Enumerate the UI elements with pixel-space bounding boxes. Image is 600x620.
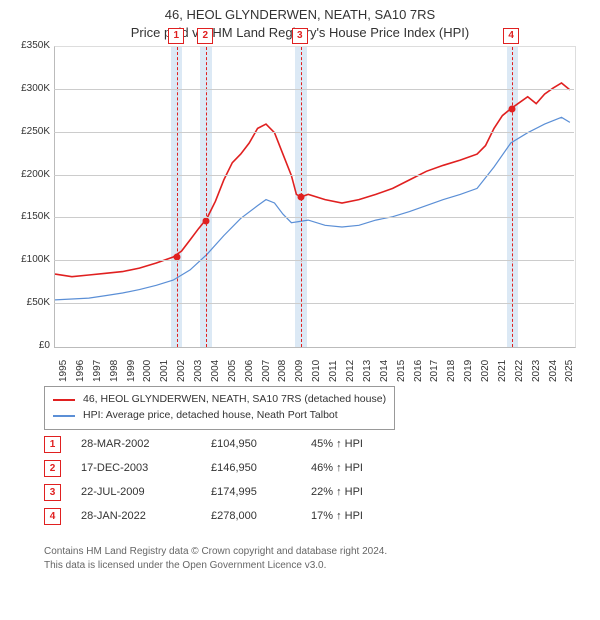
x-tick-label: 2000 <box>142 360 153 382</box>
row-price: £278,000 <box>211 510 311 522</box>
y-gridline <box>54 89 574 90</box>
row-date: 17-DEC-2003 <box>81 462 211 474</box>
x-tick-label: 2011 <box>328 360 339 382</box>
x-tick-label: 2013 <box>362 360 373 382</box>
row-price: £146,950 <box>211 462 311 474</box>
y-gridline <box>54 175 574 176</box>
row-hpi: 22% ↑ HPI <box>311 486 431 498</box>
row-price: £174,995 <box>211 486 311 498</box>
y-tick-label: £0 <box>10 340 50 351</box>
y-tick-label: £50K <box>10 297 50 308</box>
x-tick-label: 2016 <box>413 360 424 382</box>
x-tick-label: 2009 <box>294 360 305 382</box>
row-badge: 4 <box>44 508 61 525</box>
x-tick-label: 2024 <box>548 360 559 382</box>
row-hpi: 45% ↑ HPI <box>311 438 431 450</box>
table-row: 3 22-JUL-2009£174,99522% ↑ HPI <box>44 480 431 504</box>
x-tick-label: 2022 <box>514 360 525 382</box>
event-line <box>512 47 513 347</box>
row-badge: 3 <box>44 484 61 501</box>
x-tick-label: 2017 <box>429 360 440 382</box>
title-line1: 46, HEOL GLYNDERWEN, NEATH, SA10 7RS <box>0 6 600 24</box>
table-row: 1 28-MAR-2002£104,95045% ↑ HPI <box>44 432 431 456</box>
x-tick-label: 2004 <box>210 360 221 382</box>
row-badge: 1 <box>44 436 61 453</box>
x-tick-label: 1996 <box>75 360 86 382</box>
x-tick-label: 2001 <box>159 360 170 382</box>
event-line <box>177 47 178 347</box>
footer-line2: This data is licensed under the Open Gov… <box>44 559 387 573</box>
x-tick-label: 2002 <box>176 360 187 382</box>
x-tick-label: 1998 <box>109 360 120 382</box>
footer-line1: Contains HM Land Registry data © Crown c… <box>44 545 387 559</box>
event-badge: 3 <box>292 28 308 44</box>
footer: Contains HM Land Registry data © Crown c… <box>44 545 387 573</box>
x-tick-label: 2021 <box>497 360 508 382</box>
y-tick-label: £250K <box>10 126 50 137</box>
x-tick-label: 2008 <box>277 360 288 382</box>
x-tick-label: 2007 <box>261 360 272 382</box>
transaction-table: 1 28-MAR-2002£104,95045% ↑ HPI 2 17-DEC-200… <box>44 432 431 528</box>
y-gridline <box>54 217 574 218</box>
y-gridline <box>54 132 574 133</box>
y-tick-label: £100K <box>10 254 50 265</box>
row-date: 28-JAN-2022 <box>81 510 211 522</box>
series-line <box>55 83 570 277</box>
y-tick-label: £150K <box>10 211 50 222</box>
event-badge: 4 <box>503 28 519 44</box>
x-tick-label: 2014 <box>379 360 390 382</box>
legend: 46, HEOL GLYNDERWEN, NEATH, SA10 7RS (de… <box>44 386 395 430</box>
table-row: 4 28-JAN-2022£278,00017% ↑ HPI <box>44 504 431 528</box>
legend-swatch <box>53 399 75 401</box>
sale-marker <box>509 105 516 112</box>
x-tick-label: 2025 <box>564 360 575 382</box>
legend-label: HPI: Average price, detached house, Neat… <box>83 408 338 424</box>
x-tick-label: 2018 <box>446 360 457 382</box>
sale-marker <box>203 218 210 225</box>
y-gridline <box>54 260 574 261</box>
x-tick-label: 1997 <box>92 360 103 382</box>
series-line <box>55 117 570 300</box>
y-tick-label: £350K <box>10 40 50 51</box>
x-tick-label: 2005 <box>227 360 238 382</box>
row-date: 22-JUL-2009 <box>81 486 211 498</box>
x-tick-label: 2019 <box>463 360 474 382</box>
y-gridline <box>54 303 574 304</box>
line-layer <box>55 47 575 347</box>
x-tick-label: 2020 <box>480 360 491 382</box>
chart: £0£50K£100K£150K£200K£250K£300K£350K1995… <box>10 46 590 376</box>
table-row: 2 17-DEC-2003£146,95046% ↑ HPI <box>44 456 431 480</box>
y-tick-label: £200K <box>10 169 50 180</box>
row-hpi: 17% ↑ HPI <box>311 510 431 522</box>
y-tick-label: £300K <box>10 83 50 94</box>
event-line <box>206 47 207 347</box>
x-tick-label: 2003 <box>193 360 204 382</box>
event-badge: 2 <box>197 28 213 44</box>
x-tick-label: 2012 <box>345 360 356 382</box>
x-tick-label: 1995 <box>58 360 69 382</box>
row-price: £104,950 <box>211 438 311 450</box>
x-tick-label: 1999 <box>126 360 137 382</box>
legend-item: 46, HEOL GLYNDERWEN, NEATH, SA10 7RS (de… <box>53 392 386 408</box>
x-tick-label: 2023 <box>531 360 542 382</box>
row-badge: 2 <box>44 460 61 477</box>
row-date: 28-MAR-2002 <box>81 438 211 450</box>
legend-label: 46, HEOL GLYNDERWEN, NEATH, SA10 7RS (de… <box>83 392 386 408</box>
x-tick-label: 2006 <box>244 360 255 382</box>
legend-item: HPI: Average price, detached house, Neat… <box>53 408 386 424</box>
x-tick-label: 2010 <box>311 360 322 382</box>
sale-marker <box>297 194 304 201</box>
event-badge: 1 <box>168 28 184 44</box>
x-tick-label: 2015 <box>396 360 407 382</box>
row-hpi: 46% ↑ HPI <box>311 462 431 474</box>
legend-swatch <box>53 415 75 417</box>
